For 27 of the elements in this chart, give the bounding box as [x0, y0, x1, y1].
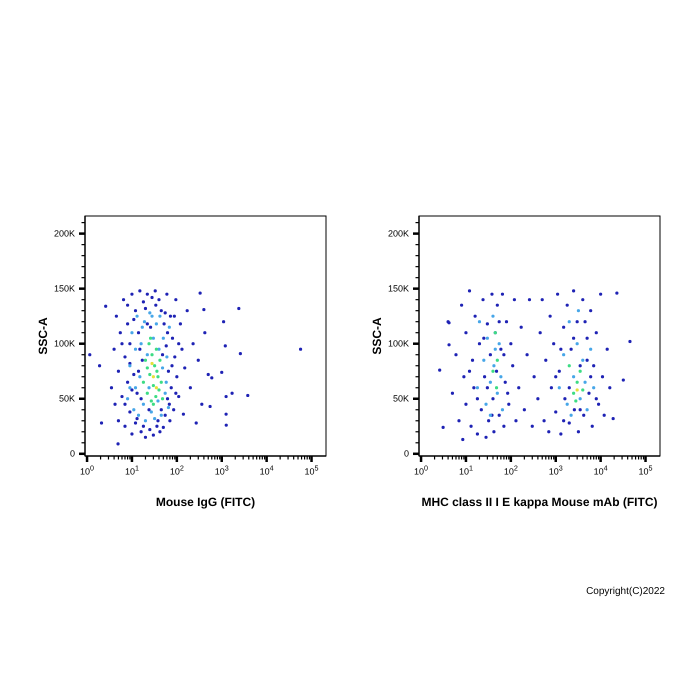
x-tick-label: 10$^{3}$	[214, 462, 229, 476]
y-tick-label: 50K	[392, 394, 409, 404]
y-tick-label: 150K	[54, 284, 75, 294]
x-axis-title: Mouse IgG (FITC)	[156, 495, 256, 509]
x-tick-label: 10$^{0}$	[80, 462, 94, 476]
y-tick-label: 50K	[58, 394, 75, 404]
x-tick-label: 10$^{5}$	[638, 462, 653, 476]
x-tick-label: 10$^{5}$	[304, 462, 319, 476]
text: Copyright(C)2022	[586, 586, 666, 597]
x-tick-label: 10$^{3}$	[548, 462, 563, 476]
y-axis-title: SSC-A	[36, 317, 50, 355]
x-tick-label: 10$^{1}$	[458, 462, 473, 476]
x-tick-label: 10$^{0}$	[414, 462, 428, 476]
y-tick-label: 0	[70, 448, 75, 459]
y-tick-label: 100K	[54, 338, 75, 349]
x-tick-label: 10$^{4}$	[594, 462, 608, 476]
x-tick-label: 10$^{2}$	[170, 462, 184, 476]
y-tick-label: 100K	[388, 338, 409, 349]
y-tick-label: 200K	[54, 228, 75, 238]
x-tick-label: 10$^{1}$	[124, 462, 139, 476]
x-tick-label: 10$^{2}$	[504, 462, 518, 476]
y-axis-title: SSC-A	[370, 317, 384, 355]
x-tick-label: 10$^{4}$	[260, 462, 274, 476]
y-tick-label: 150K	[388, 284, 409, 294]
y-tick-label: 200K	[388, 228, 409, 238]
x-axis-title: MHC class II I E kappa Mouse mAb (FITC)	[421, 495, 658, 509]
y-tick-label: 0	[404, 448, 409, 459]
